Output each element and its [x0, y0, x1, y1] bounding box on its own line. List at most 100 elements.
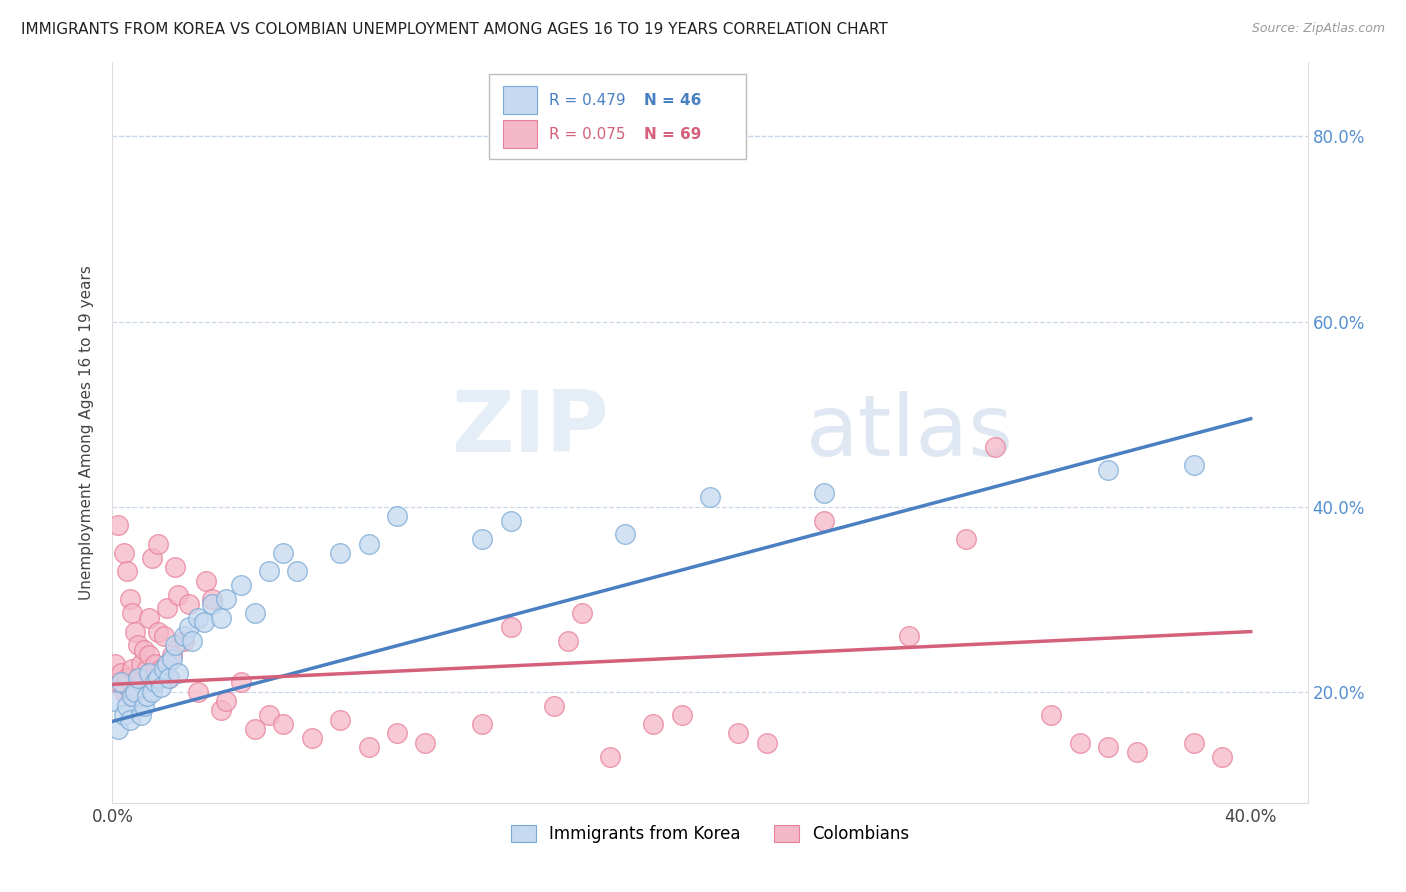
Point	[129, 675, 152, 690]
Point	[127, 639, 149, 653]
Point	[357, 740, 380, 755]
Point	[155, 601, 177, 615]
Point	[215, 694, 238, 708]
Point	[357, 536, 380, 550]
Point	[727, 726, 749, 740]
Point	[187, 685, 209, 699]
Point	[129, 707, 152, 722]
Point	[201, 592, 224, 607]
Point	[471, 717, 494, 731]
Point	[110, 675, 132, 690]
Point	[329, 546, 352, 560]
Point	[385, 726, 408, 740]
Point	[599, 749, 621, 764]
FancyBboxPatch shape	[489, 73, 747, 159]
Point	[229, 578, 252, 592]
Point	[173, 633, 195, 648]
Point	[118, 713, 141, 727]
Point	[755, 736, 778, 750]
FancyBboxPatch shape	[503, 120, 537, 148]
Point	[471, 532, 494, 546]
Point	[499, 514, 522, 528]
Point	[132, 698, 155, 713]
Point	[613, 527, 636, 541]
Point	[179, 597, 201, 611]
Point	[215, 592, 238, 607]
Point	[813, 514, 835, 528]
Point	[107, 722, 129, 736]
Y-axis label: Unemployment Among Ages 16 to 19 years: Unemployment Among Ages 16 to 19 years	[79, 265, 94, 600]
Point	[167, 666, 190, 681]
Point	[193, 615, 215, 630]
Text: R = 0.479: R = 0.479	[548, 93, 626, 108]
Point	[257, 707, 280, 722]
Text: N = 46: N = 46	[644, 93, 702, 108]
Text: atlas: atlas	[806, 391, 1014, 475]
Point	[165, 559, 187, 574]
Point	[115, 565, 138, 579]
Point	[135, 662, 157, 676]
Point	[127, 671, 149, 685]
Point	[115, 698, 138, 713]
Point	[557, 633, 579, 648]
Point	[107, 675, 129, 690]
Point	[152, 629, 174, 643]
Point	[898, 629, 921, 643]
Point	[1069, 736, 1091, 750]
Point	[187, 610, 209, 624]
Point	[385, 508, 408, 523]
Point	[243, 722, 266, 736]
Point	[243, 606, 266, 620]
Point	[138, 666, 160, 681]
Point	[167, 588, 190, 602]
Point	[229, 675, 252, 690]
Point	[271, 546, 294, 560]
Point	[181, 633, 204, 648]
Point	[955, 532, 977, 546]
Point	[110, 666, 132, 681]
Point	[104, 694, 127, 708]
Point	[329, 713, 352, 727]
Text: IMMIGRANTS FROM KOREA VS COLOMBIAN UNEMPLOYMENT AMONG AGES 16 TO 19 YEARS CORREL: IMMIGRANTS FROM KOREA VS COLOMBIAN UNEMP…	[21, 22, 889, 37]
Point	[141, 685, 163, 699]
Point	[152, 662, 174, 676]
Legend: Immigrants from Korea, Colombians: Immigrants from Korea, Colombians	[503, 819, 917, 850]
Point	[165, 639, 187, 653]
Point	[143, 675, 166, 690]
Point	[162, 648, 183, 662]
Point	[1182, 458, 1205, 472]
Point	[499, 620, 522, 634]
FancyBboxPatch shape	[503, 87, 537, 114]
Point	[127, 671, 149, 685]
Text: N = 69: N = 69	[644, 127, 702, 142]
Point	[121, 606, 143, 620]
Point	[1182, 736, 1205, 750]
Text: ZIP: ZIP	[451, 387, 609, 470]
Point	[209, 610, 232, 624]
Point	[121, 690, 143, 704]
Point	[643, 717, 665, 731]
Point	[124, 685, 146, 699]
Point	[257, 565, 280, 579]
Point	[162, 652, 183, 666]
Point	[1097, 740, 1119, 755]
Point	[143, 657, 166, 671]
Point	[983, 440, 1005, 454]
Point	[1211, 749, 1233, 764]
Point	[301, 731, 323, 745]
Point	[201, 597, 224, 611]
Point	[543, 698, 565, 713]
Point	[209, 703, 232, 717]
Point	[146, 624, 169, 639]
Point	[149, 662, 172, 676]
Point	[129, 657, 152, 671]
Point	[287, 565, 309, 579]
Point	[1097, 462, 1119, 476]
Point	[146, 671, 169, 685]
Point	[195, 574, 218, 588]
Point	[132, 643, 155, 657]
Point	[571, 606, 593, 620]
Point	[1126, 745, 1149, 759]
Point	[112, 546, 135, 560]
Point	[415, 736, 437, 750]
